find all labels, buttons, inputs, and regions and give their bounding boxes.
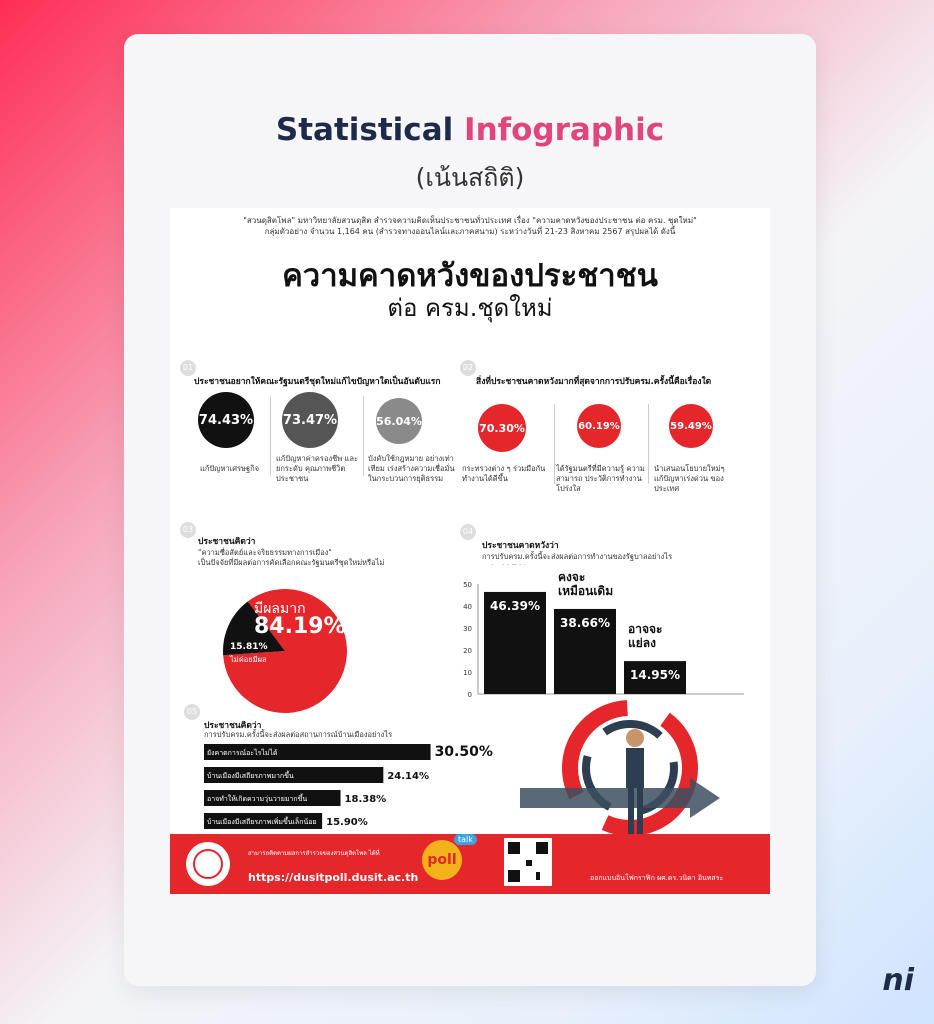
poll-logo: poll xyxy=(422,840,462,880)
pie-minor-label: ไม่ค่อยมีผล xyxy=(230,655,267,664)
footer-url[interactable]: https://dusitpoll.dusit.ac.th xyxy=(248,871,419,884)
footer-designer: ออกแบบอินโฟกราฟิก ผศ.ดร.วนิดา อินทสระ xyxy=(590,874,724,882)
section-5-subtitle: การปรับครม.ครั้งนี้จะส่งผลต่อสถานการณ์บ้… xyxy=(204,730,393,739)
hbar-category-label: บ้านเมืองมีเสถียรภาพมากขึ้น xyxy=(207,769,294,780)
pie-slice-2 xyxy=(223,601,285,656)
section-3-subtitle-2: เป็นปัจจัยที่มีผลต่อการคัดเลือกคณะรัฐมนต… xyxy=(198,557,385,567)
bar-2 xyxy=(554,608,616,694)
s2-label-2: ได้รัฐมนตรีที่มีความรู้ ความสามารถ ประวั… xyxy=(556,464,645,494)
qr-code-icon xyxy=(504,838,552,886)
page-subtitle: (เน้นสถิติ) xyxy=(415,163,525,192)
s1-label-2: แก้ปัญหาค่าครองชีพ และยกระดับ คุณภาพชีวิ… xyxy=(276,454,358,484)
s1-value-2: 73.47% xyxy=(282,412,338,428)
s1-circle-2: 73.47% xyxy=(282,392,338,448)
hbar-1 xyxy=(204,744,431,760)
hbar-category-label: อาจทำให้เกิดความวุ่นวายมากขึ้น xyxy=(207,792,307,803)
section-4-subtitle: การปรับครม.ครั้งนี้จะส่งผลต่อการทำงานของ… xyxy=(482,552,673,561)
s1-value-1: 74.43% xyxy=(198,412,254,428)
source-line-1: "สวนดุสิตโพล" มหาวิทยาลัยสวนดุสิต สำรวจค… xyxy=(243,216,697,225)
bar-category-label: คงจะ xyxy=(558,570,585,584)
university-seal-icon xyxy=(186,842,230,886)
businessman-illustration xyxy=(520,700,720,844)
bar-category-label: แย่ลง xyxy=(628,636,656,650)
hbar-value-label: 24.14% xyxy=(387,771,429,782)
talk-badge: talk xyxy=(454,834,477,845)
section-number-5: 05 xyxy=(184,704,200,720)
footer-org-line: สามารถติดตามผลการสำรวจของสวนดุสิตโพล ได้… xyxy=(248,850,380,857)
hbar-2 xyxy=(204,767,384,783)
title-word-infographic: Infographic xyxy=(464,112,665,148)
y-tick-label: 30 xyxy=(463,625,472,633)
hbar-value-label: 18.38% xyxy=(345,794,387,805)
section-number-1: 01 xyxy=(180,360,196,376)
poster-subheadline: ต่อ ครม.ชุดใหม่ xyxy=(387,294,553,322)
s2-circle-1: 70.30% xyxy=(478,404,526,452)
title-word-statistical: Statistical xyxy=(275,112,454,148)
section-5-title: ประชาชนคิดว่า xyxy=(204,721,262,731)
section-number-4: 04 xyxy=(460,524,476,540)
infographic-card: Statistical Infographic (เน้นสถิติ) "สวน… xyxy=(124,34,816,986)
section-number-2: 02 xyxy=(460,360,476,376)
hbar-3 xyxy=(204,790,341,806)
s1-label-3: บังคับใช้กฎหมาย อย่างเท่าเทียม เร่งสร้าง… xyxy=(368,454,455,484)
s1-value-3: 56.04% xyxy=(376,414,422,428)
bar-category-label: เหมือนเดิม xyxy=(558,584,613,598)
pie-minor-value: 15.81% xyxy=(230,642,268,652)
hbar-category-label: ยังคาดการณ์อะไรไม่ได้ xyxy=(207,748,278,757)
s2-value-1: 70.30% xyxy=(479,421,525,435)
section-3-subtitle-1: "ความซื่อสัตย์และจริยธรรมทางการเมือง" xyxy=(198,548,332,557)
bar-1 xyxy=(484,591,546,694)
pie-major-label: มีผลมาก xyxy=(254,601,306,617)
bar-value-label: 46.39% xyxy=(490,599,540,613)
y-tick-label: 40 xyxy=(463,603,472,611)
s2-circle-2: 60.19% xyxy=(577,404,621,448)
s2-value-3: 59.49% xyxy=(670,420,712,432)
corner-logo: ni xyxy=(882,963,914,998)
y-tick-label: 50 xyxy=(463,581,472,589)
bar-value-label: 38.66% xyxy=(560,616,610,630)
divider xyxy=(270,396,271,476)
s2-circle-3: 59.49% xyxy=(669,404,713,448)
s2-label-3: นำเสนอนโยบายใหม่ๆ แก้ปัญหาเร่งด่วน ของปร… xyxy=(654,464,725,494)
hbar-value-label: 15.90% xyxy=(326,817,368,828)
vertical-bar-chart: 0102030405046.39%คาดหวังว่าจะดีขึ้น38.66… xyxy=(463,564,744,699)
s2-label-1: กระทรวงต่าง ๆ ร่วมมือกันทำงานได้ดีขึ้น xyxy=(462,464,546,484)
pie-major-value: 84.19% xyxy=(254,614,346,639)
source-note: "สวนดุสิตโพล" มหาวิทยาลัยสวนดุสิต สำรวจค… xyxy=(190,216,750,238)
hbar-category-label: บ้านเมืองมีเสถียรภาพเพิ่มขึ้นเล็กน้อย xyxy=(207,815,317,826)
bar-3 xyxy=(624,661,686,694)
poster-footer: สามารถติดตามผลการสำรวจของสวนดุสิตโพล ได้… xyxy=(170,834,770,894)
bar-category-label: จะดีขึ้น xyxy=(488,564,526,567)
y-tick-label: 10 xyxy=(463,669,472,677)
bar-value-label: 14.95% xyxy=(630,668,680,682)
divider xyxy=(363,396,364,476)
y-tick-label: 0 xyxy=(468,691,472,699)
bar-category-label: อาจจะ xyxy=(628,622,662,636)
s1-label-1: แก้ปัญหาเศรษฐกิจ xyxy=(200,464,260,473)
poster-headline: ความคาดหวังของประชาชน xyxy=(282,258,658,294)
pie-chart xyxy=(223,589,347,713)
section-3-title: ประชาชนคิดว่า xyxy=(198,537,256,547)
poster-image: "สวนดุสิตโพล" มหาวิทยาลัยสวนดุสิต สำรวจค… xyxy=(170,208,770,894)
section-number-3: 03 xyxy=(180,522,196,538)
divider xyxy=(648,404,649,484)
section-1-title: ประชาชนอยากให้คณะรัฐมนตรีชุดใหม่แก้ไขปัญ… xyxy=(194,377,441,387)
pie-slice-1 xyxy=(223,589,347,713)
section-3-subtitle: "ความซื่อสัตย์และจริยธรรมทางการเมือง" เป… xyxy=(198,548,384,568)
s2-value-2: 60.19% xyxy=(578,420,620,432)
divider xyxy=(554,404,555,484)
section-2-title: สิ่งที่ประชาชนคาดหวังมากที่สุดจากการปรับ… xyxy=(476,377,712,387)
s1-circle-3: 56.04% xyxy=(376,398,422,444)
y-tick-label: 20 xyxy=(463,647,472,655)
source-line-2: กลุ่มตัวอย่าง จำนวน 1,164 คน (สำรวจทางออ… xyxy=(264,226,676,236)
page-title: Statistical Infographic xyxy=(124,112,816,148)
hbar-4 xyxy=(204,813,323,829)
section-4-title: ประชาชนคาดหวังว่า xyxy=(482,541,559,551)
hbar-value-label: 30.50% xyxy=(435,744,493,760)
s1-circle-1: 74.43% xyxy=(198,392,254,448)
